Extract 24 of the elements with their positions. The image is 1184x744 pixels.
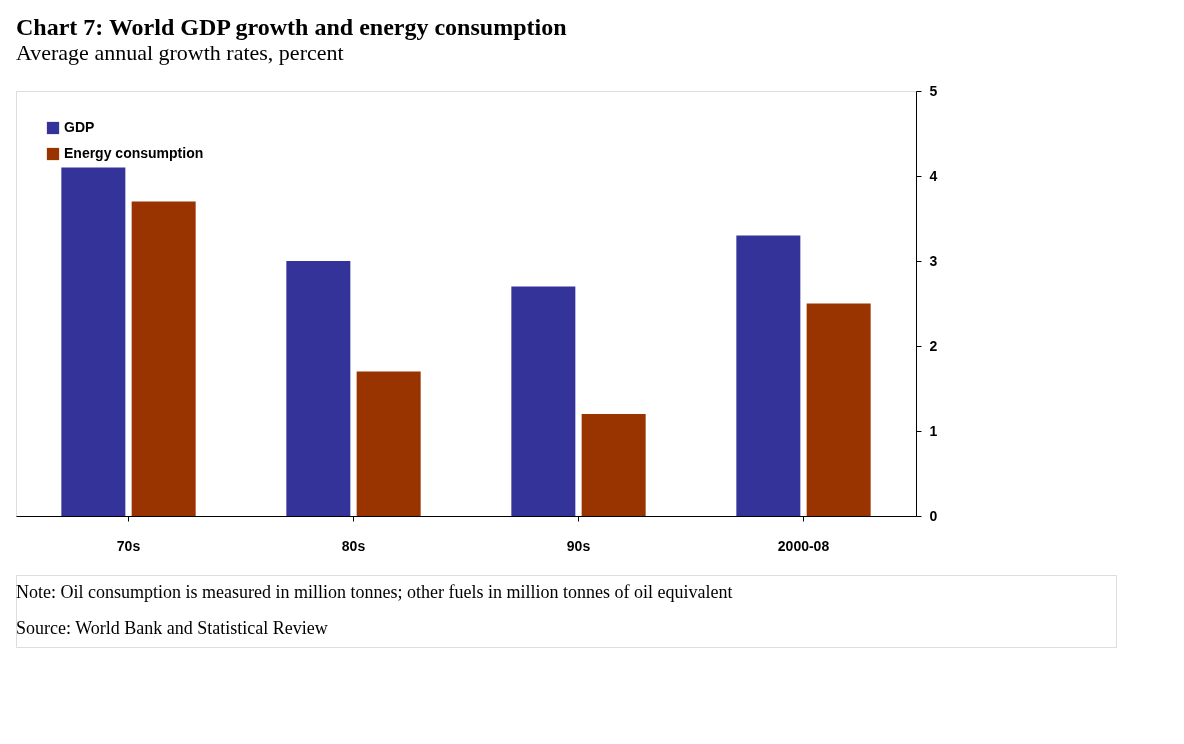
legend-label: GDP: [64, 119, 95, 135]
x-tick-label: 90s: [566, 537, 591, 554]
text: Note: Oil consumption is measured in million tonnes; other fuels in million tonnes of oil equivalent: [16, 582, 733, 602]
x-tick-label: 80s: [341, 537, 366, 554]
y-tick-label: 3: [929, 252, 938, 269]
y-tick-label: 0: [929, 507, 938, 524]
bar: [581, 414, 646, 516]
chart-title: Chart 7: World GDP growth and energy consumption: [16, 14, 567, 40]
bar: [806, 303, 871, 516]
bar: [736, 235, 801, 516]
x-tick-label: 70s: [116, 537, 141, 554]
bar: [356, 371, 421, 516]
chart-subtitle: Average annual growth rates, percent: [16, 40, 344, 65]
bar: [286, 261, 351, 516]
source-note: Source: World Bank and Statistical Review: [16, 618, 328, 638]
y-tick-label: 4: [929, 167, 938, 184]
y-tick-label: 1: [929, 422, 938, 439]
bar: [511, 286, 576, 516]
y-tick-label: 5: [929, 82, 938, 99]
bar: [61, 167, 126, 516]
y-tick-label: 2: [929, 337, 938, 354]
legend-label: Energy consumption: [64, 145, 204, 161]
x-tick-label: 2000-08: [777, 537, 830, 554]
bar: [131, 201, 196, 516]
